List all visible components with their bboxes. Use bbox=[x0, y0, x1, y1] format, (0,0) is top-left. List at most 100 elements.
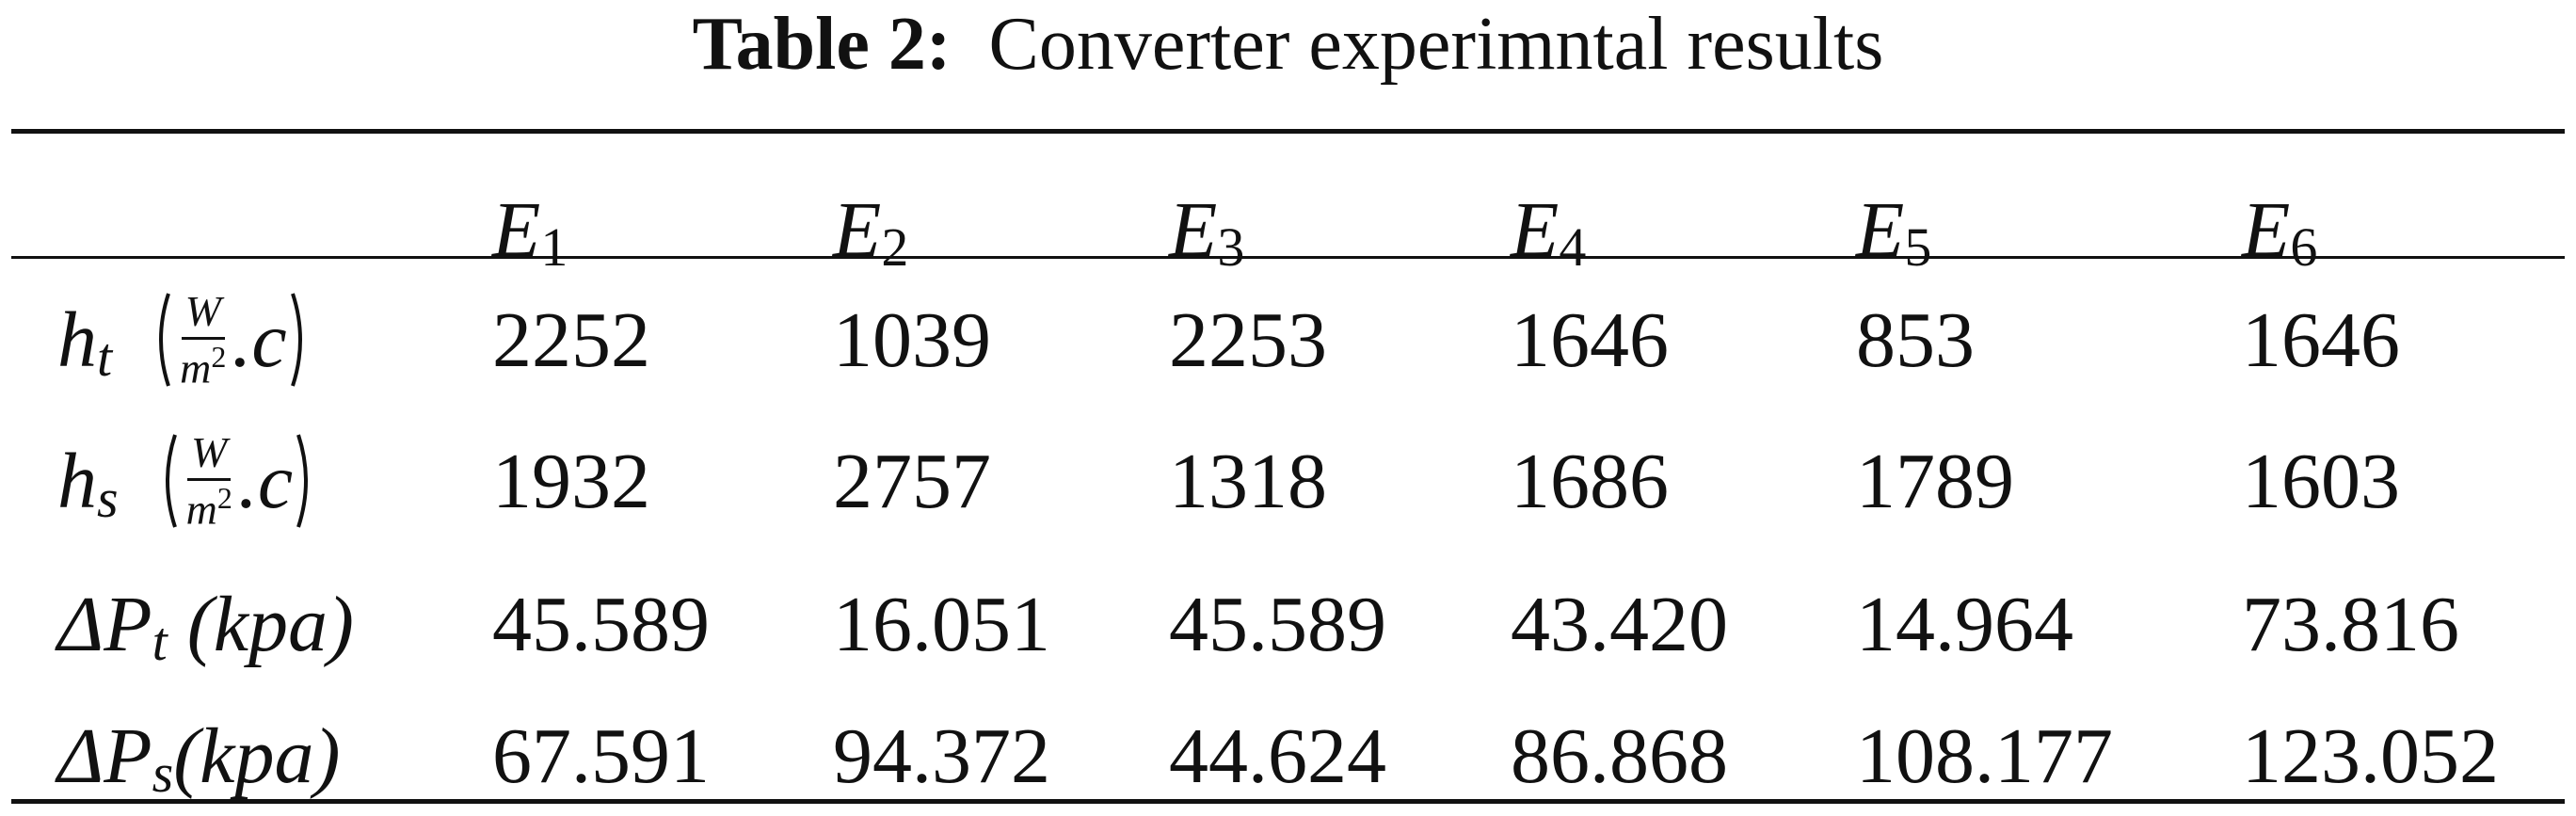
label-symbol: ΔP bbox=[57, 580, 152, 668]
value-cell: 44.624 bbox=[1169, 699, 1386, 812]
value: 108.177 bbox=[1856, 712, 2113, 800]
unit-text: (kpa) bbox=[167, 580, 354, 668]
value: 1789 bbox=[1856, 437, 2014, 525]
value: 14.964 bbox=[1856, 580, 2073, 668]
value: 2253 bbox=[1169, 296, 1327, 384]
value: 1646 bbox=[1511, 296, 1669, 384]
value: 1686 bbox=[1511, 437, 1669, 525]
value: 1603 bbox=[2242, 437, 2400, 525]
header-sub: 4 bbox=[1559, 216, 1587, 278]
den-sup: 2 bbox=[211, 339, 227, 374]
paren-stroke bbox=[159, 293, 171, 387]
fraction-num: W bbox=[181, 289, 225, 340]
value-cell: 1039 bbox=[833, 283, 991, 396]
paren bbox=[165, 434, 177, 528]
value: 45.589 bbox=[1169, 580, 1386, 668]
value: 45.589 bbox=[492, 580, 710, 668]
den-base: m bbox=[180, 344, 212, 392]
value-cell: 67.591 bbox=[492, 699, 710, 812]
label-sub: t bbox=[97, 326, 113, 388]
header-sub: 2 bbox=[881, 216, 909, 278]
paren-stroke bbox=[296, 434, 309, 528]
caption-title: Converter experimntal results bbox=[988, 3, 1884, 86]
fraction-num: W bbox=[187, 430, 232, 481]
value: 123.052 bbox=[2242, 712, 2499, 800]
header-sub: 1 bbox=[540, 216, 568, 278]
value-cell: 1932 bbox=[492, 424, 650, 537]
den-sup: 2 bbox=[216, 480, 232, 515]
value-cell: 1318 bbox=[1169, 424, 1327, 537]
header-symbol: E bbox=[1169, 185, 1218, 274]
header-rule bbox=[11, 256, 2565, 259]
value-cell: 43.420 bbox=[1511, 568, 1728, 680]
fraction-den: m2 bbox=[180, 340, 226, 390]
value-cell: 14.964 bbox=[1856, 568, 2073, 680]
value-cell: 853 bbox=[1856, 283, 1975, 396]
caption-label: Table 2: bbox=[692, 3, 952, 86]
label-sub: s bbox=[152, 742, 174, 804]
label-sub: t bbox=[152, 610, 168, 672]
header-symbol: E bbox=[1511, 185, 1560, 274]
label-sub: s bbox=[97, 467, 119, 529]
row-label: ΔP t (kpa) bbox=[57, 568, 354, 680]
value-cell: 94.372 bbox=[833, 699, 1050, 812]
bottom-rule bbox=[11, 799, 2565, 804]
value-cell: 1603 bbox=[2242, 424, 2400, 537]
value-cell: 45.589 bbox=[492, 568, 710, 680]
value-cell: 123.052 bbox=[2242, 699, 2499, 812]
value: 43.420 bbox=[1511, 580, 1728, 668]
value: 2757 bbox=[833, 437, 991, 525]
value: 1039 bbox=[833, 296, 991, 384]
label-symbol: ΔP bbox=[57, 712, 152, 800]
value: 67.591 bbox=[492, 712, 710, 800]
value-cell: 2252 bbox=[492, 283, 650, 396]
value: 1646 bbox=[2242, 296, 2400, 384]
header-symbol: E bbox=[2242, 185, 2291, 274]
value: 94.372 bbox=[833, 712, 1050, 800]
value-cell: 2757 bbox=[833, 424, 991, 537]
fraction-den: m2 bbox=[186, 481, 232, 531]
top-rule bbox=[11, 129, 2565, 134]
header-symbol: E bbox=[492, 185, 541, 274]
label-symbol: h bbox=[57, 437, 97, 525]
den-base: m bbox=[185, 485, 217, 534]
value: 73.816 bbox=[2242, 580, 2459, 668]
value: 44.624 bbox=[1169, 712, 1386, 800]
paren-stroke bbox=[165, 434, 177, 528]
value-cell: 73.816 bbox=[2242, 568, 2459, 680]
value-cell: 1789 bbox=[1856, 424, 2014, 537]
paren-stroke bbox=[290, 293, 302, 387]
value-cell: 86.868 bbox=[1511, 699, 1728, 812]
header-sub: 5 bbox=[1904, 216, 1932, 278]
caption: Table 2: Converter experimntal results bbox=[0, 0, 2576, 89]
value-cell: 45.589 bbox=[1169, 568, 1386, 680]
value: 1932 bbox=[492, 437, 650, 525]
row-label: ΔP s (kpa) bbox=[57, 699, 340, 812]
value: 1318 bbox=[1169, 437, 1327, 525]
value: 86.868 bbox=[1511, 712, 1728, 800]
value-cell: 1646 bbox=[1511, 283, 1669, 396]
header-sub: 6 bbox=[2290, 216, 2318, 278]
value-cell: 16.051 bbox=[833, 568, 1050, 680]
paren bbox=[290, 293, 302, 387]
value: 16.051 bbox=[833, 580, 1050, 668]
value-cell: 108.177 bbox=[1856, 699, 2113, 812]
header-symbol: E bbox=[1856, 185, 1905, 274]
value-cell: 2253 bbox=[1169, 283, 1327, 396]
unit-tail: .c bbox=[237, 437, 294, 525]
paren bbox=[296, 434, 309, 528]
value-cell: 1686 bbox=[1511, 424, 1669, 537]
value-cell: 1646 bbox=[2242, 283, 2400, 396]
label-symbol: h bbox=[57, 296, 97, 384]
header-symbol: E bbox=[833, 185, 882, 274]
unit-text: (kpa) bbox=[173, 712, 341, 800]
header-sub: 3 bbox=[1217, 216, 1245, 278]
